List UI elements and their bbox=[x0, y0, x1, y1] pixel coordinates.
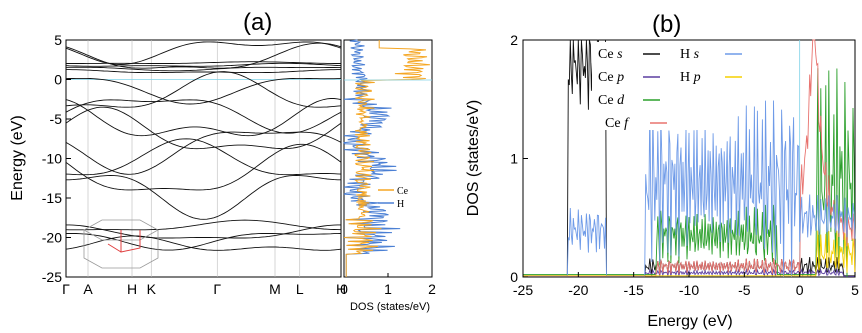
pdos-plot: -25 -20 -15 -10 -5 0 5 0 1 2 Energy (eV) DOS (st… bbox=[465, 32, 859, 330]
band-ytick-label: 0 bbox=[54, 72, 62, 88]
band-ytick-label: -25 bbox=[42, 269, 62, 285]
band-lines bbox=[65, 40, 342, 277]
band-ytick-label: -10 bbox=[42, 151, 62, 167]
side-xtick-label: 2 bbox=[428, 281, 436, 297]
pdos-legend-label: Ce s bbox=[598, 47, 623, 62]
pdos-legend-label: Ce p bbox=[598, 70, 624, 85]
side-xtick-label: 1 bbox=[384, 281, 392, 297]
pdos-y-ticks: 0 1 2 bbox=[510, 32, 528, 285]
band-curve bbox=[65, 219, 342, 231]
band-y-ticks: -25 -20 -15 -10 -5 0 5 bbox=[42, 32, 71, 285]
kpoint-label: H bbox=[127, 281, 137, 297]
band-curve bbox=[65, 98, 342, 137]
band-curve bbox=[65, 131, 342, 175]
bz-sides bbox=[83, 230, 159, 269]
band-curve bbox=[66, 175, 341, 220]
kpoint-label: K bbox=[147, 281, 157, 297]
kpoint-label: H bbox=[336, 281, 346, 297]
kpoint-label: L bbox=[296, 281, 304, 297]
panel-a-title: (a) bbox=[243, 9, 272, 36]
pdos-xtick-label: -20 bbox=[568, 282, 588, 298]
pdos-xtick-label: -15 bbox=[624, 282, 644, 298]
side-dos-ce-curve bbox=[343, 40, 430, 277]
pdos-x-ticks: -25 -20 -15 -10 -5 0 5 bbox=[513, 272, 859, 298]
band-curve bbox=[65, 99, 342, 134]
pdos-legend-label: Ce f bbox=[605, 116, 630, 131]
brillouin-zone-inset bbox=[83, 219, 159, 269]
pdos-x-label: Energy (eV) bbox=[647, 313, 732, 330]
side-dos-plot: 0 1 2 DOS (states/eV) Ce H bbox=[340, 39, 436, 313]
band-curve bbox=[65, 71, 342, 108]
pdos-xtick-label: 0 bbox=[796, 282, 804, 298]
band-ytick-label: -5 bbox=[50, 111, 63, 127]
side-xtick-label: 0 bbox=[340, 281, 348, 297]
band-curve bbox=[65, 62, 342, 67]
band-curve bbox=[65, 41, 342, 65]
pdos-legend-label: Ce d bbox=[598, 93, 625, 108]
pdos-xtick-label: 5 bbox=[851, 282, 859, 298]
side-dos-x-label: DOS (states/eV) bbox=[350, 301, 430, 313]
band-ytick-label: -15 bbox=[42, 190, 62, 206]
pdos-legend-label: H p bbox=[680, 70, 701, 85]
band-curve bbox=[65, 77, 341, 105]
panel-b-title: (b) bbox=[652, 11, 681, 38]
pdos-curve bbox=[523, 100, 856, 278]
pdos-y-label: DOS (states/eV) bbox=[465, 100, 482, 216]
kpoint-label: A bbox=[83, 281, 93, 297]
band-ytick-label: -20 bbox=[42, 230, 62, 246]
kpoint-label: Γ bbox=[62, 281, 70, 297]
pdos-ytick-label: 0 bbox=[510, 269, 518, 285]
pdos-xtick-label: -10 bbox=[679, 282, 699, 298]
side-dos-x-ticks: 0 1 2 bbox=[340, 273, 436, 297]
pdos-ytick-label: 1 bbox=[510, 151, 518, 167]
band-curve bbox=[66, 61, 341, 64]
band-curve bbox=[66, 224, 341, 239]
kpoint-label: Γ bbox=[213, 281, 221, 297]
band-y-label: Energy (eV) bbox=[9, 115, 26, 200]
side-dos-legend: Ce H bbox=[378, 186, 409, 210]
pdos-legend: Ce s Ce p Ce d Ce f H s H p bbox=[598, 47, 742, 131]
band-curve bbox=[65, 106, 342, 150]
pdos-legend-bg bbox=[592, 42, 724, 130]
band-curve bbox=[66, 69, 341, 74]
kpoint-label: M bbox=[269, 281, 281, 297]
pdos-xtick-label: -25 bbox=[513, 282, 533, 298]
band-curve bbox=[65, 235, 342, 251]
pdos-legend-label: H s bbox=[680, 47, 700, 62]
band-curve bbox=[65, 143, 342, 191]
legend-label-h: H bbox=[397, 199, 404, 210]
band-ytick-label: 5 bbox=[54, 32, 62, 48]
legend-label-ce: Ce bbox=[397, 186, 409, 197]
band-curve bbox=[65, 66, 341, 72]
bz-path bbox=[107, 230, 141, 253]
pdos-ytick-label: 2 bbox=[510, 32, 518, 48]
pdos-xtick-label: -5 bbox=[738, 282, 751, 298]
